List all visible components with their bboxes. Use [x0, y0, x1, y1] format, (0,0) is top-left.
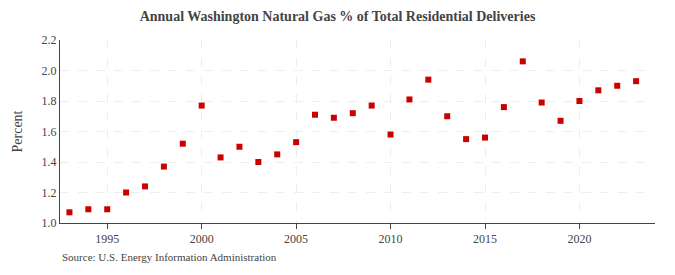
- svg-text:2005: 2005: [284, 232, 308, 246]
- svg-text:2010: 2010: [379, 232, 403, 246]
- svg-text:1.0: 1.0: [42, 216, 57, 230]
- svg-text:1.2: 1.2: [42, 186, 57, 200]
- svg-text:Annual Washington Natural Gas: Annual Washington Natural Gas % of Total…: [140, 9, 536, 24]
- svg-text:2.2: 2.2: [42, 33, 57, 47]
- svg-text:1995: 1995: [95, 232, 119, 246]
- svg-text:1.4: 1.4: [42, 155, 57, 169]
- svg-text:2.0: 2.0: [42, 64, 57, 78]
- svg-text:Source: U.S. Energy Informatio: Source: U.S. Energy Information Administ…: [62, 251, 277, 263]
- svg-text:2020: 2020: [567, 232, 591, 246]
- svg-text:Percent: Percent: [10, 110, 25, 152]
- svg-text:1.8: 1.8: [42, 94, 57, 108]
- svg-text:2000: 2000: [190, 232, 214, 246]
- svg-text:2015: 2015: [473, 232, 497, 246]
- svg-text:1.6: 1.6: [42, 125, 57, 139]
